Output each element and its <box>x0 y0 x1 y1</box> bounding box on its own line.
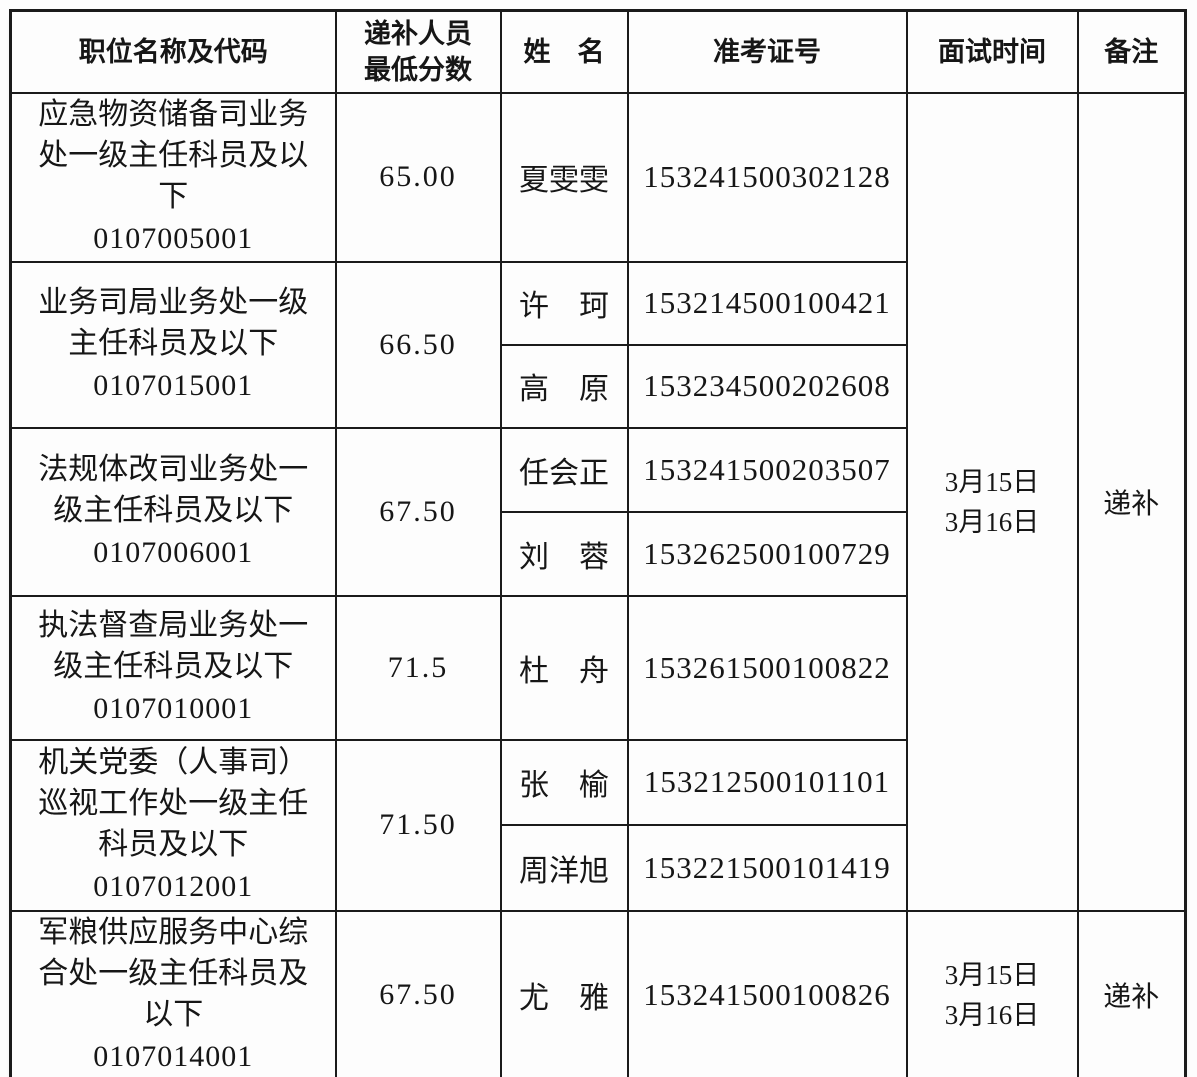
header-ticket-number: 准考证号 <box>626 9 908 94</box>
ticket-cell: 153212500101101 <box>626 738 908 826</box>
position-code: 0107012001 <box>93 869 254 903</box>
table-row: 法规体改司业务处一 级主任科员及以下 0107006001 67.50 任会正 1… <box>9 426 1186 597</box>
position-cell: 机关党委（人事司） 巡视工作处一级主任 科员及以下 0107012001 <box>9 738 337 912</box>
score-cell: 67.50 <box>334 909 502 1077</box>
header-position: 职位名称及代码 <box>9 9 337 94</box>
table-row: 周洋旭 153221500101419 <box>11 823 1186 912</box>
score-cell: 71.5 <box>334 594 502 741</box>
score-cell: 65.00 <box>334 91 502 263</box>
score-cell: 66.50 <box>334 260 502 429</box>
score-cell: 71.50 <box>334 738 502 912</box>
position-title: 法规体改司业务处一 级主任科员及以下 <box>38 452 309 527</box>
position-code: 0107014001 <box>93 1039 254 1073</box>
replacement-interview-table: 职位名称及代码 递补人员 最低分数 姓 名 准考证号 面试时间 备注 应急物资储… <box>9 9 1187 1077</box>
name-cell: 刘 蓉 <box>499 510 629 597</box>
position-cell: 军粮供应服务中心综 合处一级主任科员及 以下 0107014001 <box>9 909 337 1077</box>
header-interview-time: 面试时间 <box>905 9 1079 94</box>
table-row: 刘 蓉 153262500100729 <box>11 510 1186 597</box>
table-row: 高 原 153234500202608 <box>11 343 1186 429</box>
table-row: 应急物资储备司业务 处一级主任科员及以 下 0107005001 65.00 夏雯… <box>9 91 1187 912</box>
interview-time-cell: 3月15日 3月16日 <box>905 91 1079 912</box>
position-title: 军粮供应服务中心综 合处一级主任科员及 以下 <box>38 915 309 1031</box>
table-row: 执法督查局业务处一 级主任科员及以下 0107010001 71.5 杜 舟 15… <box>9 594 1186 741</box>
ticket-cell: 153241500302128 <box>626 91 908 263</box>
name-cell: 任会正 <box>499 426 629 513</box>
position-code: 0107006001 <box>93 535 254 569</box>
position-title: 执法督查局业务处一 级主任科员及以下 <box>38 608 309 683</box>
name-cell: 许 珂 <box>499 260 629 346</box>
name-cell: 夏雯雯 <box>499 91 629 263</box>
header-name: 姓 名 <box>499 9 629 94</box>
table-row: 机关党委（人事司） 巡视工作处一级主任 科员及以下 0107012001 71.5… <box>9 738 1186 912</box>
position-cell: 业务司局业务处一级 主任科员及以下 0107015001 <box>9 260 337 429</box>
name-cell: 高 原 <box>499 343 629 429</box>
name-cell: 张 榆 <box>499 738 629 826</box>
position-code: 0107015001 <box>93 368 254 402</box>
position-title: 业务司局业务处一级 主任科员及以下 <box>38 285 309 360</box>
position-title: 机关党委（人事司） 巡视工作处一级主任 科员及以下 <box>38 745 309 861</box>
position-code: 0107005001 <box>93 221 254 255</box>
name-cell: 杜 舟 <box>499 594 629 741</box>
remark-cell: 递补 <box>1076 91 1187 912</box>
name-cell: 尤 雅 <box>499 909 629 1077</box>
ticket-cell: 153221500101419 <box>626 823 908 912</box>
ticket-cell: 153241500203507 <box>626 426 908 513</box>
position-cell: 执法督查局业务处一 级主任科员及以下 0107010001 <box>9 594 337 741</box>
table-header-row: 职位名称及代码 递补人员 最低分数 姓 名 准考证号 面试时间 备注 <box>9 9 1187 94</box>
position-code: 0107010001 <box>93 691 254 725</box>
ticket-cell: 153241500100826 <box>626 909 908 1077</box>
table-row: 军粮供应服务中心综 合处一级主任科员及 以下 0107014001 67.50 尤… <box>9 909 1187 1077</box>
remark-cell: 递补 <box>1076 909 1187 1077</box>
position-cell: 应急物资储备司业务 处一级主任科员及以 下 0107005001 <box>9 91 337 263</box>
header-min-score: 递补人员 最低分数 <box>334 9 502 94</box>
score-cell: 67.50 <box>334 426 502 597</box>
interview-time-cell: 3月15日 3月16日 <box>905 909 1079 1077</box>
ticket-cell: 153234500202608 <box>626 343 908 429</box>
ticket-cell: 153214500100421 <box>626 260 908 346</box>
name-cell: 周洋旭 <box>499 823 629 912</box>
position-title: 应急物资储备司业务 处一级主任科员及以 下 <box>38 97 309 213</box>
ticket-cell: 153262500100729 <box>626 510 908 597</box>
ticket-cell: 153261500100822 <box>626 594 908 741</box>
header-remark: 备注 <box>1076 9 1187 94</box>
position-cell: 法规体改司业务处一 级主任科员及以下 0107006001 <box>9 426 337 597</box>
table-row: 业务司局业务处一级 主任科员及以下 0107015001 66.50 许 珂 15… <box>9 260 1186 429</box>
